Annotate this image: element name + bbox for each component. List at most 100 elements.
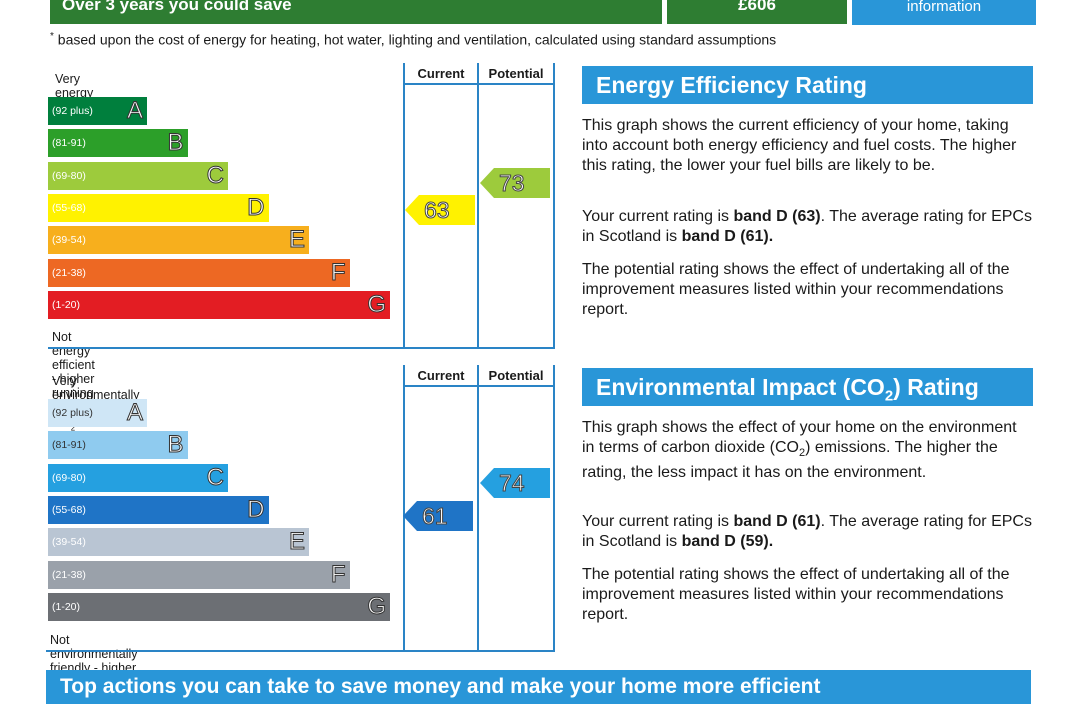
energy-p2-pre: Your current rating is bbox=[582, 208, 734, 225]
env-current-shape bbox=[403, 501, 473, 531]
band-range-label: (21-38) bbox=[52, 266, 86, 279]
band-range-label: (81-91) bbox=[52, 439, 86, 452]
rating-band-g: (1-20) G bbox=[48, 592, 390, 621]
rating-band-f: (21-38) F bbox=[48, 258, 350, 287]
energy-p2-band-current: band D (63) bbox=[733, 208, 821, 225]
savings-banner: Over 3 years you could save bbox=[50, 0, 662, 24]
band-range-label: (55-68) bbox=[52, 201, 86, 214]
frame-line bbox=[46, 650, 555, 652]
energy-potential-value: 73 bbox=[499, 170, 526, 197]
rating-band-d: (55-68) D bbox=[48, 193, 269, 222]
energy-paragraph-3: The potential rating shows the effect of… bbox=[582, 261, 1010, 318]
band-letter: E bbox=[288, 226, 305, 254]
band-range-label: (55-68) bbox=[52, 503, 86, 516]
rating-band-b: (81-91) B bbox=[48, 431, 188, 460]
env-potential-pointer: 74 bbox=[480, 468, 550, 498]
rating-band-f: (21-38) F bbox=[48, 560, 350, 589]
band-letter: C bbox=[206, 463, 224, 491]
energy-current-pointer: 63 bbox=[405, 195, 475, 225]
rating-band-a: (92 plus) A bbox=[48, 97, 147, 125]
band-letter: G bbox=[367, 290, 387, 318]
savings-text: Over 3 years you could save bbox=[62, 0, 292, 14]
band-range-label: (92 plus) bbox=[52, 105, 93, 117]
env-paragraph-3: The potential rating shows the effect of… bbox=[582, 566, 1010, 623]
energy-heading-text: Energy Efficiency Rating bbox=[596, 72, 867, 98]
information-text: information bbox=[906, 0, 982, 15]
band-letter: A bbox=[126, 399, 143, 427]
energy-current-shape bbox=[405, 195, 475, 225]
frame-line bbox=[403, 83, 555, 85]
rating-band-c: (69-80) C bbox=[48, 463, 228, 492]
env-p1-pre: This graph shows the effect of your home… bbox=[582, 419, 1017, 456]
env-p2-pre: Your current rating is bbox=[582, 513, 734, 530]
env-current-pointer: 61 bbox=[403, 501, 473, 531]
env-heading-post: ) Rating bbox=[893, 374, 979, 400]
band-range-label: (1-20) bbox=[52, 600, 81, 613]
env-p2-band-average: band D (59). bbox=[681, 533, 774, 550]
band-range-label: (69-80) bbox=[52, 169, 86, 182]
env-current-value: 61 bbox=[422, 503, 449, 530]
energy-potential-pointer: 73 bbox=[480, 168, 550, 198]
rating-band-b: (81-91) B bbox=[48, 129, 188, 158]
information-box: information bbox=[852, 0, 1036, 25]
band-letter: B bbox=[167, 129, 184, 157]
env-p1-post: ) emissions. The higher the rating, the … bbox=[582, 439, 998, 482]
env-heading-pre: Environmental Impact (CO bbox=[596, 374, 885, 400]
energy-potential-shape bbox=[480, 168, 550, 198]
env-p1-sub: 2 bbox=[798, 447, 806, 460]
energy-p2-band-average: band D (61). bbox=[681, 228, 774, 245]
energy-current-header: Current bbox=[417, 66, 465, 81]
savings-amount: £606 bbox=[738, 0, 776, 14]
env-potential-header: Potential bbox=[488, 368, 544, 383]
top-actions-heading-text: Top actions you can take to save money a… bbox=[60, 675, 821, 698]
band-letter: D bbox=[247, 495, 265, 523]
band-letter: F bbox=[330, 258, 346, 286]
rating-band-a: (92 plus) A bbox=[48, 399, 147, 427]
footnote: * based upon the cost of energy for heat… bbox=[50, 31, 776, 48]
frame-line bbox=[553, 63, 555, 349]
env-p2-band-current: band D (61) bbox=[733, 513, 821, 530]
env-current-header: Current bbox=[417, 368, 465, 383]
rating-band-d: (55-68) D bbox=[48, 495, 269, 524]
band-range-label: (39-54) bbox=[52, 234, 86, 247]
frame-line bbox=[403, 63, 405, 349]
band-range-label: (21-38) bbox=[52, 568, 86, 581]
env-top-label-sub: 2 bbox=[70, 423, 76, 433]
band-range-label: (39-54) bbox=[52, 536, 86, 549]
band-letter: D bbox=[247, 193, 265, 221]
frame-line bbox=[477, 365, 479, 651]
band-range-label: (92 plus) bbox=[52, 407, 93, 419]
frame-line bbox=[553, 365, 555, 651]
frame-line bbox=[48, 347, 555, 349]
rating-band-e: (39-54) E bbox=[48, 226, 309, 255]
band-range-label: (69-80) bbox=[52, 471, 86, 484]
env-p2-mid: . The average rating for EPCs in Scotlan… bbox=[582, 513, 1032, 550]
band-letter: B bbox=[167, 431, 184, 459]
env-section-heading: Environmental Impact (CO2) Rating bbox=[582, 368, 1033, 406]
energy-current-value: 63 bbox=[424, 197, 451, 224]
frame-line bbox=[403, 385, 555, 387]
env-potential-shape bbox=[480, 468, 550, 498]
band-letter: C bbox=[206, 161, 224, 189]
rating-band-e: (39-54) E bbox=[48, 528, 309, 557]
band-range-label: (1-20) bbox=[52, 298, 81, 311]
frame-line bbox=[477, 63, 479, 349]
top-actions-heading: Top actions you can take to save money a… bbox=[46, 670, 1031, 704]
band-range-label: (81-91) bbox=[52, 137, 86, 150]
energy-section-heading: Energy Efficiency Rating bbox=[582, 66, 1033, 104]
savings-amount-box: £606 bbox=[667, 0, 847, 24]
footnote-marker: * bbox=[50, 31, 54, 42]
footnote-text: based upon the cost of energy for heatin… bbox=[57, 31, 777, 48]
rating-band-g: (1-20) G bbox=[48, 290, 390, 319]
env-potential-value: 74 bbox=[499, 470, 526, 497]
energy-potential-header: Potential bbox=[488, 66, 544, 81]
energy-p2-mid: . The average rating for EPCs in Scotlan… bbox=[582, 208, 1032, 245]
env-paragraph-2: Your current rating is band D (61). The … bbox=[582, 512, 1032, 552]
env-heading-sub: 2 bbox=[884, 387, 894, 405]
energy-paragraph-2: Your current rating is band D (63). The … bbox=[582, 207, 1032, 247]
band-letter: G bbox=[367, 592, 387, 620]
frame-line bbox=[403, 365, 405, 651]
band-letter: F bbox=[330, 560, 346, 588]
energy-paragraph-1: This graph shows the current efficiency … bbox=[582, 117, 1017, 174]
rating-band-c: (69-80) C bbox=[48, 161, 228, 190]
